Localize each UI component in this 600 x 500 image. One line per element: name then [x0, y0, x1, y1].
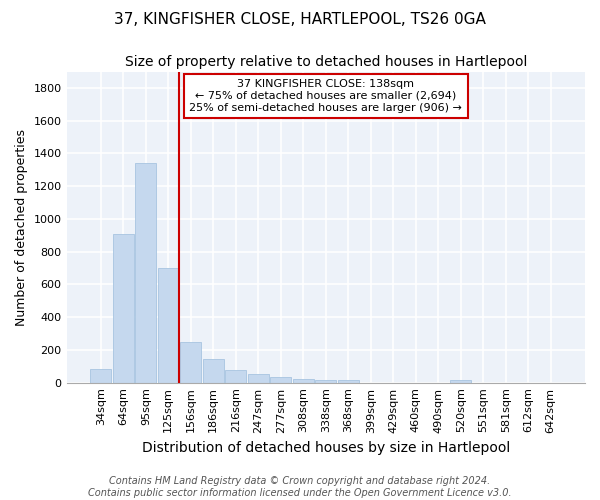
Bar	[203, 360, 224, 382]
Y-axis label: Number of detached properties: Number of detached properties	[15, 128, 28, 326]
Text: 37 KINGFISHER CLOSE: 138sqm
← 75% of detached houses are smaller (2,694)
25% of : 37 KINGFISHER CLOSE: 138sqm ← 75% of det…	[190, 80, 462, 112]
Bar	[293, 379, 314, 382]
Bar	[270, 377, 292, 382]
X-axis label: Distribution of detached houses by size in Hartlepool: Distribution of detached houses by size …	[142, 441, 510, 455]
Bar	[225, 370, 247, 382]
Bar	[450, 380, 472, 382]
Bar	[113, 234, 134, 382]
Bar	[338, 380, 359, 382]
Bar	[135, 164, 157, 382]
Bar	[180, 342, 202, 382]
Bar	[248, 374, 269, 382]
Text: Contains HM Land Registry data © Crown copyright and database right 2024.
Contai: Contains HM Land Registry data © Crown c…	[88, 476, 512, 498]
Text: 37, KINGFISHER CLOSE, HARTLEPOOL, TS26 0GA: 37, KINGFISHER CLOSE, HARTLEPOOL, TS26 0…	[114, 12, 486, 28]
Bar	[315, 380, 337, 382]
Bar	[90, 369, 112, 382]
Bar	[158, 268, 179, 382]
Title: Size of property relative to detached houses in Hartlepool: Size of property relative to detached ho…	[125, 55, 527, 69]
